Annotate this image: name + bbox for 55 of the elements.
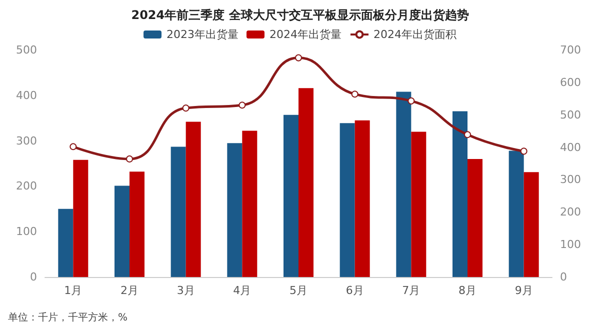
bar [298,88,314,277]
y-tick-label: 200 [16,180,37,193]
bar [58,208,74,277]
bar [354,120,370,277]
bar [73,160,88,277]
x-tick-label: 3月 [176,284,195,297]
bar [524,172,539,277]
y2-tick-label: 300 [560,173,581,186]
point [351,90,358,98]
point [408,97,415,104]
x-tick-label: 6月 [346,284,364,297]
point [520,148,528,155]
bar [452,111,468,277]
bar [411,132,426,277]
legend-label: 2023年出货量 [166,28,239,41]
y2-tick-label: 500 [560,108,581,122]
bar [114,186,130,277]
y-tick-label: 0 [30,270,37,284]
bar [284,114,298,277]
y2-tick-label: 700 [560,44,581,56]
bar [396,92,412,277]
bar [170,146,186,277]
y2-tick-label: 600 [560,76,581,89]
y-tick-label: 100 [16,225,37,238]
point [70,143,77,150]
bar [468,158,482,277]
point [295,54,302,62]
y-tick-label: 400 [16,88,37,102]
y2-tick-label: 0 [560,270,567,284]
bar [227,143,242,277]
y2-tick-label: 100 [560,238,581,252]
y-tick-label: 500 [16,44,37,56]
x-tick-label: 7月 [402,284,420,297]
legend-label: 2024年出货面积 [373,28,456,41]
bar [242,130,258,277]
point [464,131,471,138]
point [126,155,133,162]
y-tick-label: 300 [16,134,37,148]
point [238,102,246,109]
x-tick-label: 9月 [514,284,533,297]
x-tick-label: 1月 [64,284,82,297]
x-tick-label: 8月 [458,284,476,297]
bar [340,123,355,277]
x-tick-label: 4月 [233,284,252,297]
point [182,104,190,112]
text: 单位：千片，千平方米，% [8,312,128,324]
x-tick-label: 2月 [120,284,138,297]
y2-tick-label: 400 [560,140,581,154]
legend-label: 2024年出货量 [270,28,342,41]
chart-title: 2024年前三季度 全球大尺寸交互平板显示面板分月度出货趋势 [131,8,469,22]
bar [186,122,201,277]
x-tick-label: 5月 [290,284,308,297]
bar [130,172,144,277]
y2-tick-label: 200 [560,206,581,219]
bar [508,150,524,277]
